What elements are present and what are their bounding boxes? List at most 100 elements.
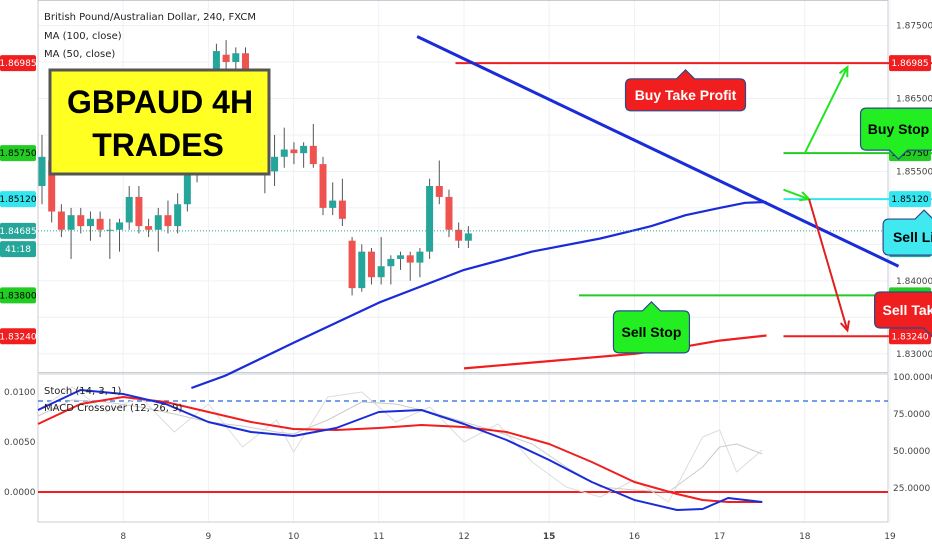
candle[interactable] <box>309 124 317 168</box>
candle[interactable] <box>154 207 162 252</box>
candle[interactable] <box>86 211 94 241</box>
candle[interactable] <box>348 237 356 296</box>
callout-label: Sell Stop <box>621 324 681 340</box>
trade-callouts[interactable]: Buy Take Profit Buy Stop Sell Limit Sell Ta… <box>612 68 932 354</box>
candle-body[interactable] <box>67 215 75 230</box>
callout-box[interactable] <box>624 68 747 112</box>
candle-body[interactable] <box>271 156 279 172</box>
candle-body[interactable] <box>445 196 453 230</box>
symbol-title: British Pound/Australian Dollar, 240, FX… <box>44 12 256 23</box>
candle[interactable] <box>106 218 114 259</box>
callout[interactable]: Sell Limit <box>882 209 932 256</box>
candle-body[interactable] <box>145 226 153 230</box>
candle-body[interactable] <box>329 200 337 208</box>
trade-arrows[interactable] <box>783 65 851 333</box>
candle[interactable] <box>222 40 230 73</box>
candle[interactable] <box>145 218 153 238</box>
candle-body[interactable] <box>38 156 46 186</box>
candle[interactable] <box>397 251 405 270</box>
callout[interactable]: Buy Stop <box>859 107 932 160</box>
candle-body[interactable] <box>319 164 327 208</box>
candle[interactable] <box>367 248 375 285</box>
candle[interactable] <box>329 182 337 216</box>
candle[interactable] <box>358 244 366 292</box>
candle-body[interactable] <box>455 229 463 241</box>
candle[interactable] <box>300 142 308 168</box>
candle-body[interactable] <box>397 255 405 259</box>
candle[interactable] <box>232 47 240 70</box>
trade-arrow[interactable] <box>808 198 851 333</box>
candle-body[interactable] <box>86 218 94 227</box>
candle-body[interactable] <box>358 251 366 289</box>
candle[interactable] <box>280 127 288 168</box>
candle[interactable] <box>377 237 385 285</box>
trade-arrow[interactable] <box>803 65 849 154</box>
price-tag-box <box>889 55 931 72</box>
callout-box[interactable] <box>874 291 932 338</box>
sub-left-tick: 0.0100 <box>4 388 36 398</box>
candle-body[interactable] <box>96 218 104 230</box>
candle[interactable] <box>77 207 85 234</box>
candle[interactable] <box>57 204 65 238</box>
candle-body[interactable] <box>406 255 414 263</box>
callout-box[interactable] <box>882 209 932 256</box>
callout[interactable]: Buy Take Profit <box>624 68 747 112</box>
candle[interactable] <box>38 134 46 205</box>
candle[interactable] <box>116 218 124 252</box>
candle-body[interactable] <box>48 160 56 212</box>
candle-body[interactable] <box>222 54 230 62</box>
candle-body[interactable] <box>290 149 298 154</box>
chart-legend: British Pound/Australian Dollar, 240, FX… <box>44 12 256 414</box>
candle[interactable] <box>426 178 434 259</box>
candle-body[interactable] <box>377 266 385 278</box>
candle-body[interactable] <box>387 258 395 267</box>
candle-body[interactable] <box>154 215 162 230</box>
candle[interactable] <box>455 222 463 248</box>
candle-body[interactable] <box>174 204 182 227</box>
candle-body[interactable] <box>435 186 443 197</box>
x-tick-label: 8 <box>120 532 126 542</box>
callout-box[interactable] <box>859 107 932 160</box>
candle-body[interactable] <box>57 211 65 230</box>
candle-body[interactable] <box>309 145 317 165</box>
candle[interactable] <box>464 226 472 248</box>
candle-body[interactable] <box>135 196 143 227</box>
candle-body[interactable] <box>367 251 375 278</box>
callout[interactable]: Sell Stop <box>612 301 691 354</box>
candle-body[interactable] <box>348 240 356 289</box>
candle[interactable] <box>416 248 424 278</box>
candle[interactable] <box>290 142 298 165</box>
price-tag-box <box>0 145 36 162</box>
candle[interactable] <box>67 207 75 259</box>
candle-body[interactable] <box>416 251 424 263</box>
candle[interactable] <box>319 156 327 216</box>
ma50-line <box>191 200 767 390</box>
candle-body[interactable] <box>300 145 308 154</box>
candle[interactable] <box>164 200 172 234</box>
candle[interactable] <box>445 189 453 238</box>
candle[interactable] <box>135 186 143 234</box>
candle-body[interactable] <box>338 200 346 219</box>
candle[interactable] <box>435 160 443 205</box>
candle[interactable] <box>406 251 414 281</box>
candle-body[interactable] <box>280 149 288 157</box>
candle[interactable] <box>96 211 104 238</box>
candle-body[interactable] <box>116 222 124 230</box>
candle-body[interactable] <box>77 215 85 227</box>
callout[interactable]: Sell Take Profit <box>874 291 932 338</box>
candle-body[interactable] <box>164 215 172 227</box>
candle-body[interactable] <box>106 229 114 231</box>
candle[interactable] <box>338 178 346 227</box>
callout-box[interactable] <box>612 301 691 354</box>
trade-arrow[interactable] <box>783 188 812 202</box>
candle-body[interactable] <box>125 196 133 223</box>
candle-body[interactable] <box>426 186 434 252</box>
candle[interactable] <box>271 134 279 186</box>
candle[interactable] <box>125 186 133 230</box>
candle[interactable] <box>174 193 182 234</box>
candle-body[interactable] <box>183 175 191 205</box>
candle-body[interactable] <box>232 53 240 62</box>
candle-body[interactable] <box>464 233 472 241</box>
candle[interactable] <box>387 255 395 285</box>
